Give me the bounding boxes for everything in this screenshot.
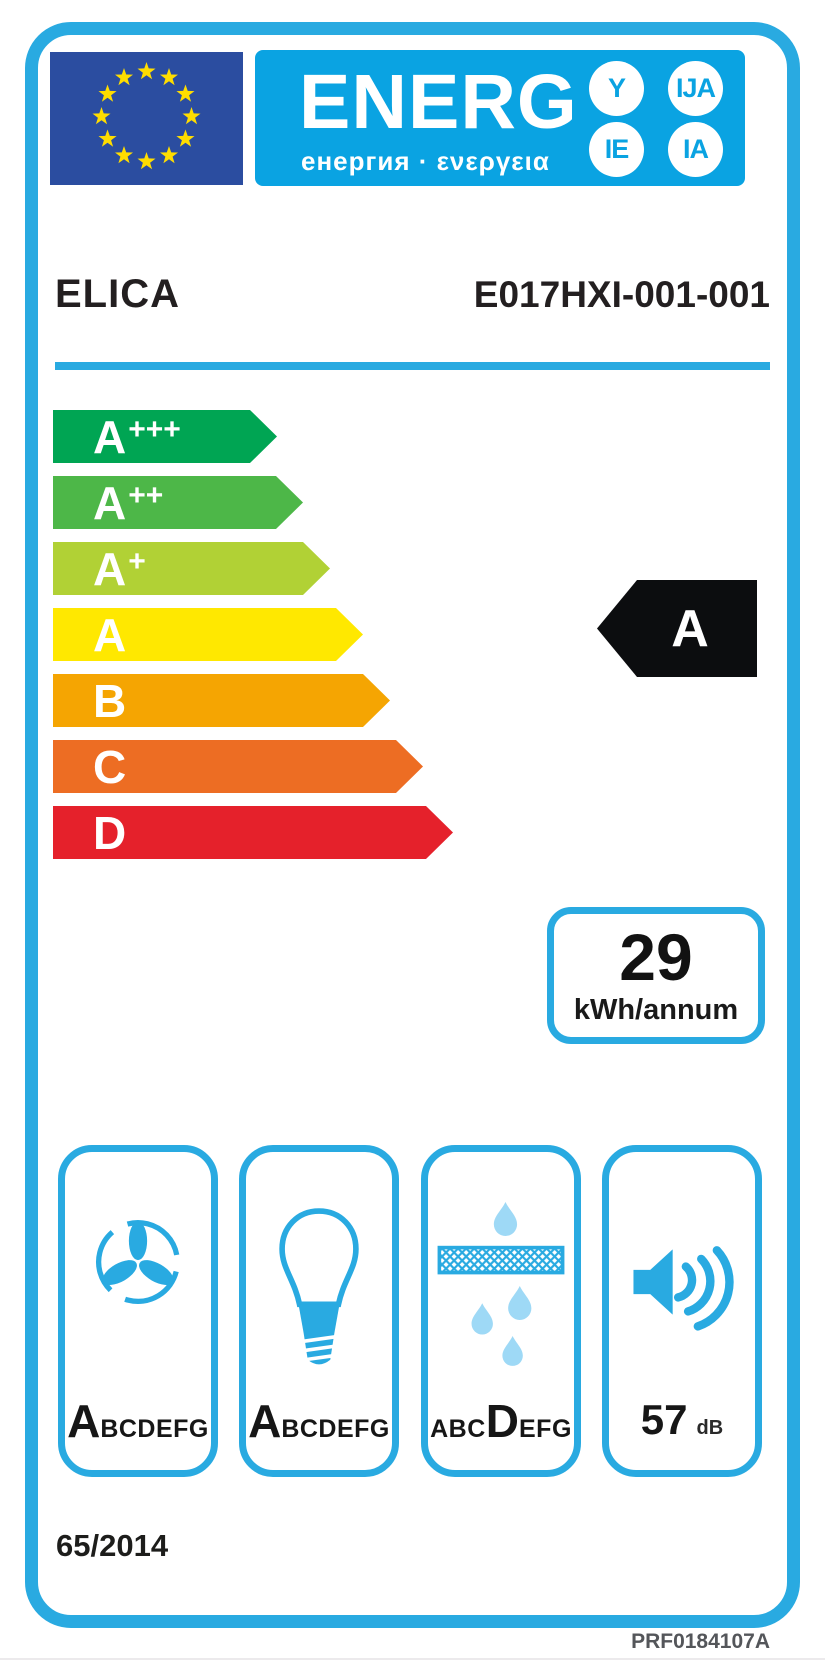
metric-box-lighting: A BCDEFG [239, 1145, 399, 1477]
noise-label: 57 dB [609, 1396, 755, 1444]
grease-class-value: D [485, 1395, 519, 1447]
lighting-class-label: A BCDEFG [246, 1398, 392, 1444]
scale-arrow-letter: D [93, 806, 127, 859]
eu-star [115, 68, 133, 86]
grease-class-suffix: EFG [519, 1415, 572, 1443]
eu-star [182, 107, 201, 125]
energ-header-panel: ENERG енергия · ενεργεια Y IJA IE IA [255, 50, 745, 186]
eu-star [98, 129, 117, 147]
scale-arrow-B: B [53, 674, 390, 727]
eu-star [98, 84, 117, 102]
fan-class-value: A [67, 1395, 101, 1447]
scale-arrow-letter: A [93, 608, 127, 661]
scale-arrow-A++: A ++ [53, 476, 303, 529]
speaker-icon [633, 1246, 734, 1331]
energy-value: 29 [619, 920, 693, 994]
noise-value: 57 [640, 1396, 688, 1443]
badge-ia: IA [668, 122, 723, 177]
scale-arrow-letter: A [93, 476, 127, 529]
eu-star [160, 68, 178, 86]
scale-arrow-letter: A [93, 410, 127, 463]
scale-arrow-A: A [53, 608, 363, 661]
eu-stars-icon [92, 62, 201, 170]
fan-class-suffix: BCDEFG [100, 1415, 209, 1443]
scale-arrow-A+: A + [53, 542, 330, 595]
current-rating-arrow: A [597, 580, 757, 677]
page-edge-line [0, 1658, 825, 1660]
eu-star [176, 84, 195, 102]
energ-subtitle: енергия · ενεργεια [301, 146, 550, 176]
energy-unit: kWh/annum [573, 994, 739, 1026]
grease-class-prefix: ABC [430, 1415, 486, 1443]
energ-wordmark: ENERG [299, 59, 578, 145]
eu-star [137, 152, 156, 170]
lighting-class-suffix: BCDEFG [281, 1415, 390, 1443]
badge-y: Y [589, 61, 644, 116]
metric-box-noise: 57 dB [602, 1145, 762, 1477]
scale-arrow-plus: ++ [128, 478, 164, 512]
noise-unit: dB [696, 1417, 724, 1439]
scale-arrow-A+++: A +++ [53, 410, 277, 463]
brand-row: ELICA E017HXI-001-001 [55, 272, 770, 317]
fan-icon [96, 1220, 180, 1304]
regulation-number: 65/2014 [56, 1528, 169, 1563]
grease-filter-icon [437, 1202, 565, 1366]
grease-filter-class-label: ABC D EFG [428, 1398, 574, 1444]
scale-arrow-plus: +++ [128, 412, 181, 446]
eu-star [176, 129, 195, 147]
metric-box-fan: A BCDEFG [58, 1145, 218, 1477]
scale-arrow-letter: A [93, 542, 127, 595]
eu-flag [50, 52, 243, 185]
eu-star [115, 146, 133, 164]
fan-class-label: A BCDEFG [65, 1398, 211, 1444]
separator-line [55, 362, 770, 370]
brand-name: ELICA [55, 272, 180, 316]
metric-box-grease-filter: ABC D EFG [421, 1145, 581, 1477]
current-rating-letter: A [671, 599, 709, 658]
badge-ie: IE [589, 122, 644, 177]
eu-star [160, 146, 178, 164]
reference-code: PRF0184107A [631, 1630, 770, 1653]
scale-arrow-plus: + [128, 544, 146, 578]
scale-arrow-C: C [53, 740, 423, 793]
badge-ija: IJA [668, 61, 723, 116]
lighting-class-value: A [248, 1395, 282, 1447]
energy-consumption-box: 29 kWh/annum [547, 907, 765, 1044]
scale-arrow-letter: C [93, 740, 127, 793]
eu-star [137, 62, 156, 80]
model-number: E017HXI-001-001 [473, 274, 770, 315]
light-bulb-icon [279, 1208, 359, 1365]
scale-arrow-letter: B [93, 674, 127, 727]
rating-scale: A +++ A ++ A + A B C D [53, 410, 453, 872]
eu-star [92, 107, 111, 125]
energ-language-badges: Y IJA IE IA [581, 61, 731, 177]
scale-arrow-D: D [53, 806, 453, 859]
